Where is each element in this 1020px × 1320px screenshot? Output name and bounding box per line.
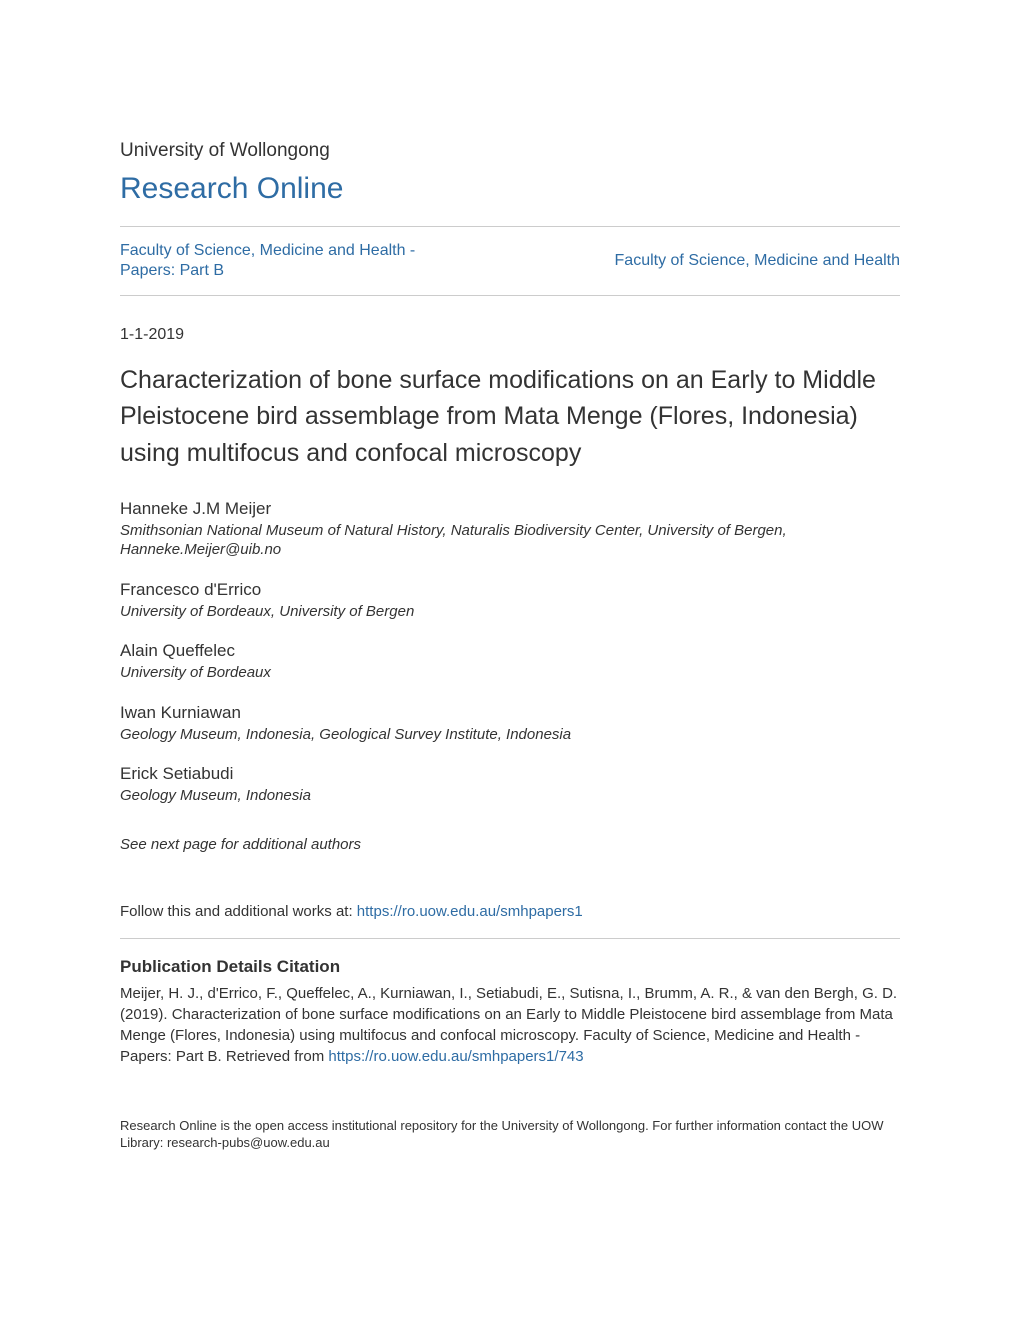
author-affiliation: University of Bordeaux (120, 663, 900, 683)
faculty-links-row: Faculty of Science, Medicine and Health … (120, 241, 900, 281)
author-block: Francesco d'Errico University of Bordeau… (120, 580, 900, 622)
author-block: Alain Queffelec University of Bordeaux (120, 641, 900, 683)
author-affiliation: University of Bordeaux, University of Be… (120, 602, 900, 622)
author-block: Hanneke J.M Meijer Smithsonian National … (120, 499, 900, 560)
author-affiliation: Geology Museum, Indonesia, Geological Su… (120, 725, 900, 745)
citation-divider (120, 938, 900, 939)
faculty-link[interactable]: Faculty of Science, Medicine and Health (615, 252, 900, 270)
author-name: Hanneke J.M Meijer (120, 499, 900, 519)
footer-text: Research Online is the open access insti… (120, 1117, 900, 1152)
paper-title: Characterization of bone surface modific… (120, 362, 900, 471)
author-affiliation: Smithsonian National Museum of Natural H… (120, 521, 900, 560)
repository-link[interactable]: Research Online (120, 172, 900, 206)
header-divider-bottom (120, 295, 900, 296)
author-block: Iwan Kurniawan Geology Museum, Indonesia… (120, 703, 900, 745)
author-name: Francesco d'Errico (120, 580, 900, 600)
author-block: Erick Setiabudi Geology Museum, Indonesi… (120, 764, 900, 806)
author-name: Alain Queffelec (120, 641, 900, 661)
university-name: University of Wollongong (120, 140, 900, 162)
faculty-papers-link[interactable]: Faculty of Science, Medicine and Health … (120, 241, 450, 281)
author-name: Erick Setiabudi (120, 764, 900, 784)
publication-date: 1-1-2019 (120, 326, 900, 344)
citation-url-link[interactable]: https://ro.uow.edu.au/smhpapers1/743 (328, 1048, 583, 1065)
header-divider-top (120, 226, 900, 227)
author-name: Iwan Kurniawan (120, 703, 900, 723)
follow-works-line: Follow this and additional works at: htt… (120, 903, 900, 920)
follow-prefix: Follow this and additional works at: (120, 903, 357, 920)
follow-url-link[interactable]: https://ro.uow.edu.au/smhpapers1 (357, 903, 583, 920)
see-next-page: See next page for additional authors (120, 836, 900, 853)
citation-heading: Publication Details Citation (120, 957, 900, 977)
citation-body: Meijer, H. J., d'Errico, F., Queffelec, … (120, 983, 900, 1067)
author-affiliation: Geology Museum, Indonesia (120, 786, 900, 806)
